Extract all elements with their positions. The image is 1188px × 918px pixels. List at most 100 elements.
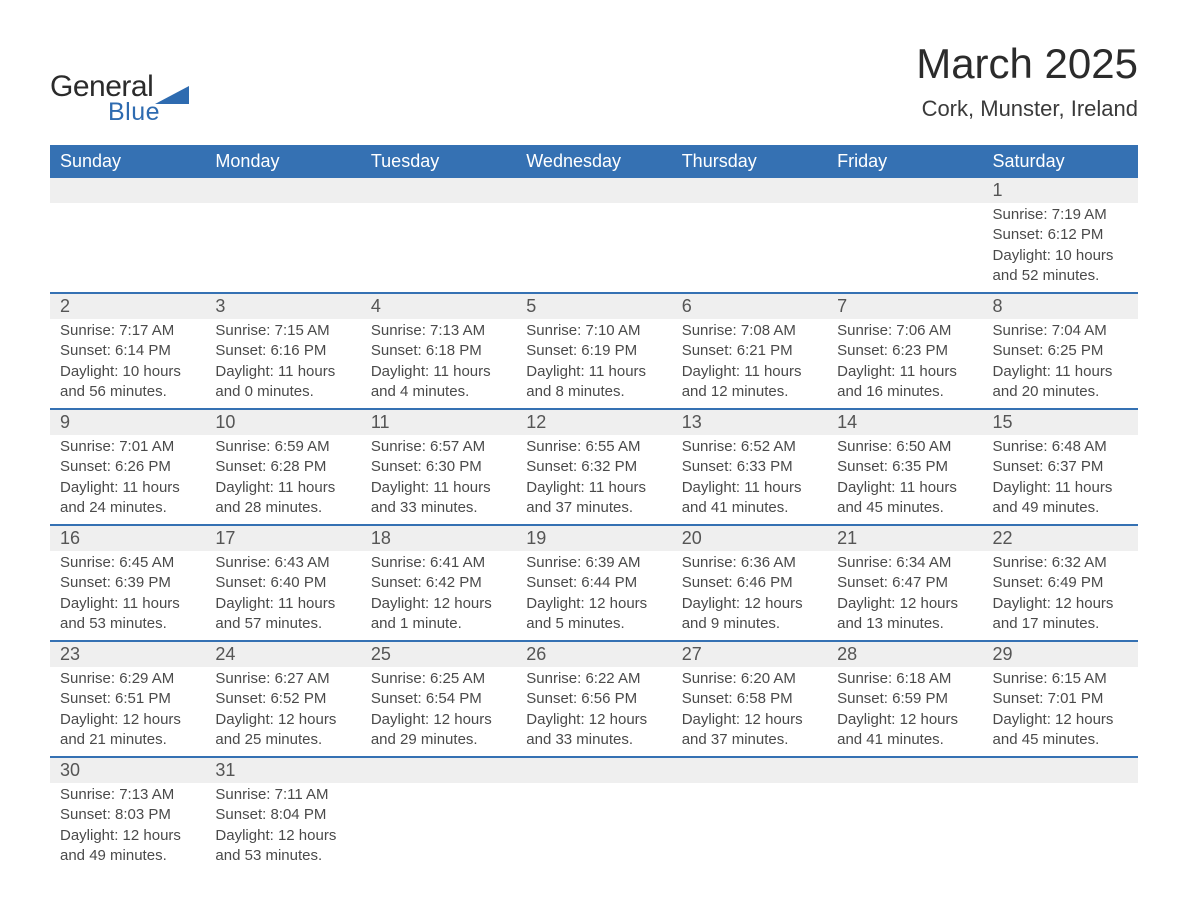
location: Cork, Munster, Ireland [916, 96, 1138, 122]
day-number-cell [361, 178, 516, 203]
day-number-cell [827, 178, 982, 203]
day-number-cell: 10 [205, 409, 360, 435]
week-data-row: Sunrise: 6:29 AMSunset: 6:51 PMDaylight:… [50, 667, 1138, 757]
day-data-cell [983, 783, 1138, 872]
day-data-cell: Sunrise: 6:32 AMSunset: 6:49 PMDaylight:… [983, 551, 1138, 641]
week-data-row: Sunrise: 7:01 AMSunset: 6:26 PMDaylight:… [50, 435, 1138, 525]
week-number-row: 23242526272829 [50, 641, 1138, 667]
day-header: Tuesday [361, 145, 516, 178]
day-number-cell [361, 757, 516, 783]
day-data-cell [672, 783, 827, 872]
day-number-cell: 26 [516, 641, 671, 667]
day-data-cell: Sunrise: 7:04 AMSunset: 6:25 PMDaylight:… [983, 319, 1138, 409]
day-number-cell: 20 [672, 525, 827, 551]
day-data-cell: Sunrise: 6:22 AMSunset: 6:56 PMDaylight:… [516, 667, 671, 757]
week-data-row: Sunrise: 7:13 AMSunset: 8:03 PMDaylight:… [50, 783, 1138, 872]
day-number-cell [672, 178, 827, 203]
day-number-cell: 2 [50, 293, 205, 319]
day-number-cell: 22 [983, 525, 1138, 551]
day-number-cell: 19 [516, 525, 671, 551]
day-number-cell [827, 757, 982, 783]
day-number-cell [50, 178, 205, 203]
title-block: March 2025 Cork, Munster, Ireland [916, 40, 1138, 122]
day-data-cell [50, 203, 205, 293]
day-data-cell: Sunrise: 7:15 AMSunset: 6:16 PMDaylight:… [205, 319, 360, 409]
day-data-cell: Sunrise: 6:43 AMSunset: 6:40 PMDaylight:… [205, 551, 360, 641]
day-header: Saturday [983, 145, 1138, 178]
day-data-cell: Sunrise: 7:19 AMSunset: 6:12 PMDaylight:… [983, 203, 1138, 293]
week-data-row: Sunrise: 7:19 AMSunset: 6:12 PMDaylight:… [50, 203, 1138, 293]
logo-text-blue: Blue [108, 98, 189, 127]
day-data-cell: Sunrise: 6:18 AMSunset: 6:59 PMDaylight:… [827, 667, 982, 757]
day-data-cell: Sunrise: 7:06 AMSunset: 6:23 PMDaylight:… [827, 319, 982, 409]
logo: General Blue [50, 70, 189, 127]
day-number-cell: 9 [50, 409, 205, 435]
day-header: Friday [827, 145, 982, 178]
day-data-cell: Sunrise: 6:20 AMSunset: 6:58 PMDaylight:… [672, 667, 827, 757]
day-data-cell: Sunrise: 7:13 AMSunset: 8:03 PMDaylight:… [50, 783, 205, 872]
day-number-cell: 15 [983, 409, 1138, 435]
day-number-cell: 4 [361, 293, 516, 319]
header: General Blue March 2025 Cork, Munster, I… [50, 40, 1138, 127]
day-number-cell: 23 [50, 641, 205, 667]
day-data-cell: Sunrise: 6:29 AMSunset: 6:51 PMDaylight:… [50, 667, 205, 757]
day-number-cell: 21 [827, 525, 982, 551]
day-number-cell [205, 178, 360, 203]
day-number-cell [516, 178, 671, 203]
day-number-cell: 31 [205, 757, 360, 783]
day-data-cell [827, 203, 982, 293]
day-number-cell: 30 [50, 757, 205, 783]
day-data-cell: Sunrise: 6:52 AMSunset: 6:33 PMDaylight:… [672, 435, 827, 525]
day-number-cell [672, 757, 827, 783]
week-number-row: 3031 [50, 757, 1138, 783]
day-number-cell: 28 [827, 641, 982, 667]
day-header-row: Sunday Monday Tuesday Wednesday Thursday… [50, 145, 1138, 178]
week-data-row: Sunrise: 6:45 AMSunset: 6:39 PMDaylight:… [50, 551, 1138, 641]
day-data-cell: Sunrise: 7:08 AMSunset: 6:21 PMDaylight:… [672, 319, 827, 409]
day-data-cell: Sunrise: 6:57 AMSunset: 6:30 PMDaylight:… [361, 435, 516, 525]
day-number-cell [516, 757, 671, 783]
day-data-cell [361, 203, 516, 293]
day-data-cell: Sunrise: 7:17 AMSunset: 6:14 PMDaylight:… [50, 319, 205, 409]
day-data-cell: Sunrise: 6:39 AMSunset: 6:44 PMDaylight:… [516, 551, 671, 641]
day-data-cell [516, 783, 671, 872]
day-data-cell [361, 783, 516, 872]
day-data-cell: Sunrise: 7:11 AMSunset: 8:04 PMDaylight:… [205, 783, 360, 872]
week-data-row: Sunrise: 7:17 AMSunset: 6:14 PMDaylight:… [50, 319, 1138, 409]
day-data-cell: Sunrise: 6:27 AMSunset: 6:52 PMDaylight:… [205, 667, 360, 757]
day-number-cell: 3 [205, 293, 360, 319]
day-header: Thursday [672, 145, 827, 178]
day-data-cell: Sunrise: 6:45 AMSunset: 6:39 PMDaylight:… [50, 551, 205, 641]
day-number-cell: 14 [827, 409, 982, 435]
day-number-cell: 11 [361, 409, 516, 435]
day-data-cell [827, 783, 982, 872]
day-data-cell [672, 203, 827, 293]
week-number-row: 1 [50, 178, 1138, 203]
day-number-cell: 7 [827, 293, 982, 319]
day-data-cell: Sunrise: 6:15 AMSunset: 7:01 PMDaylight:… [983, 667, 1138, 757]
day-data-cell: Sunrise: 6:55 AMSunset: 6:32 PMDaylight:… [516, 435, 671, 525]
day-header: Wednesday [516, 145, 671, 178]
day-data-cell: Sunrise: 7:01 AMSunset: 6:26 PMDaylight:… [50, 435, 205, 525]
day-data-cell: Sunrise: 7:13 AMSunset: 6:18 PMDaylight:… [361, 319, 516, 409]
week-number-row: 2345678 [50, 293, 1138, 319]
day-number-cell: 17 [205, 525, 360, 551]
day-number-cell: 6 [672, 293, 827, 319]
day-number-cell: 5 [516, 293, 671, 319]
day-header: Monday [205, 145, 360, 178]
day-number-cell [983, 757, 1138, 783]
day-data-cell: Sunrise: 6:48 AMSunset: 6:37 PMDaylight:… [983, 435, 1138, 525]
day-number-cell: 27 [672, 641, 827, 667]
week-number-row: 9101112131415 [50, 409, 1138, 435]
day-number-cell: 8 [983, 293, 1138, 319]
day-number-cell: 12 [516, 409, 671, 435]
day-number-cell: 24 [205, 641, 360, 667]
month-title: March 2025 [916, 40, 1138, 88]
day-data-cell: Sunrise: 6:59 AMSunset: 6:28 PMDaylight:… [205, 435, 360, 525]
day-header: Sunday [50, 145, 205, 178]
day-number-cell: 16 [50, 525, 205, 551]
day-data-cell: Sunrise: 6:41 AMSunset: 6:42 PMDaylight:… [361, 551, 516, 641]
week-number-row: 16171819202122 [50, 525, 1138, 551]
day-data-cell: Sunrise: 6:50 AMSunset: 6:35 PMDaylight:… [827, 435, 982, 525]
day-data-cell [205, 203, 360, 293]
